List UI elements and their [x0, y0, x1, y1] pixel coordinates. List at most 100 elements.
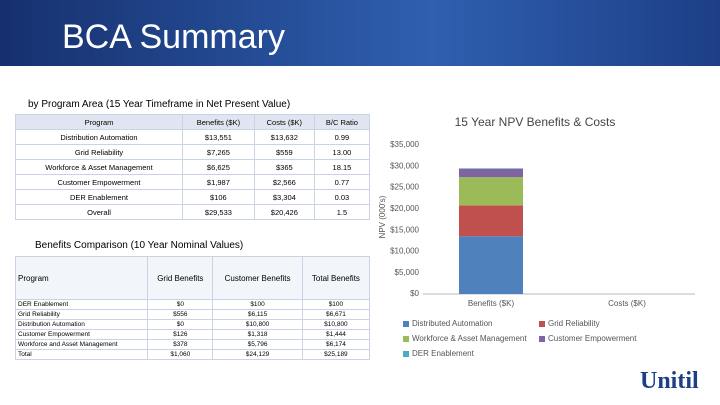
column-header: Total Benefits: [301, 256, 371, 300]
table-cell: $3,304: [253, 189, 315, 205]
legend-swatch: [403, 336, 409, 342]
table-cell: $5,796: [212, 339, 303, 350]
legend-label: Distributed Automation: [412, 319, 493, 328]
legend-swatch: [403, 351, 409, 357]
table-cell: Customer Empowerment: [15, 174, 183, 190]
column-header: Program: [14, 256, 149, 300]
table-cell: DER Enablement: [15, 189, 183, 205]
table-cell: $13,551: [181, 129, 255, 145]
table-cell: $6,174: [301, 339, 371, 350]
column-header: Grid Benefits: [147, 256, 214, 300]
slide-title: BCA Summary: [62, 18, 285, 56]
y-tick-label: $20,000: [390, 204, 419, 213]
table-cell: $100: [212, 299, 303, 310]
table-cell: 18.15: [313, 159, 371, 175]
chart-title: 15 Year NPV Benefits & Costs: [455, 115, 616, 129]
table-cell: $25,189: [301, 349, 371, 360]
nominal-table: Program Grid Benefits Customer Benefits Tot…: [14, 256, 371, 360]
table-row: Grid Reliability $7,265 $559 13.00: [15, 144, 371, 160]
npv-table: Program Benefits ($K) Costs ($K) B/C Ratio D…: [15, 114, 371, 220]
table-cell: $10,800: [301, 319, 371, 330]
y-axis-label: NPV (000's): [378, 195, 387, 238]
table-cell: $0: [147, 319, 214, 330]
header-row: Program Grid Benefits Customer Benefits Tot…: [14, 256, 371, 300]
table-cell: Total: [14, 349, 149, 360]
y-tick-label: $10,000: [390, 247, 419, 256]
table-cell: $13,632: [253, 129, 315, 145]
column-header: Benefits ($K): [181, 114, 255, 130]
table-cell: Customer Empowerment: [14, 329, 149, 340]
table-cell: Distribution Automation: [14, 319, 149, 330]
legend-swatch: [403, 321, 409, 327]
table-row: Workforce and Asset Management $378 $5,796…: [14, 339, 371, 350]
y-tick-label: $30,000: [390, 161, 419, 170]
table-cell: $1,987: [181, 174, 255, 190]
table-cell: Workforce and Asset Management: [14, 339, 149, 350]
y-tick-label: $0: [410, 289, 419, 298]
table-cell: Overall: [15, 204, 183, 220]
table-row: Customer Empowerment $126 $1,318 $1,444: [14, 329, 371, 340]
table-cell: 1.5: [313, 204, 371, 220]
table-row: Workforce & Asset Management $6,625 $365 18…: [15, 159, 371, 175]
column-header: B/C Ratio: [313, 114, 371, 130]
legend-swatch: [539, 321, 545, 327]
table-cell: 0.03: [313, 189, 371, 205]
legend-label: Grid Reliability: [548, 319, 600, 328]
table-cell: 0.99: [313, 129, 371, 145]
y-tick-label: $5,000: [395, 268, 420, 277]
table-cell: $6,625: [181, 159, 255, 175]
bar-segment: [459, 205, 523, 237]
table-row: Distribution Automation $13,551 $13,632 0.9…: [15, 129, 371, 145]
table-cell: $126: [147, 329, 214, 340]
table-cell: $0: [147, 299, 214, 310]
column-header: Program: [15, 114, 183, 130]
table-cell: $6,115: [212, 309, 303, 320]
y-tick-label: $25,000: [390, 183, 419, 192]
table-caption: by Program Area (15 Year Timeframe in Ne…: [28, 99, 291, 110]
table-cell: $7,265: [181, 144, 255, 160]
table-cell: $24,129: [212, 349, 303, 360]
table-cell: $1,318: [212, 329, 303, 340]
legend-swatch: [539, 336, 545, 342]
table-cell: $6,671: [301, 309, 371, 320]
table-caption: Benefits Comparison (10 Year Nominal Val…: [35, 240, 244, 251]
table-cell: Grid Reliability: [15, 144, 183, 160]
table-row: Overall $29,533 $20,426 1.5: [15, 204, 371, 220]
table-row: DER Enablement $106 $3,304 0.03: [15, 189, 371, 205]
table-cell: $29,533: [181, 204, 255, 220]
y-tick-label: $35,000: [390, 140, 419, 149]
table-row: Customer Empowerment $1,987 $2,566 0.77: [15, 174, 371, 190]
table-row: Total $1,060 $24,129 $25,189: [14, 349, 371, 360]
bar-segment: [459, 236, 523, 294]
table-cell: $10,800: [212, 319, 303, 330]
table-cell: $2,566: [253, 174, 315, 190]
y-tick-label: $15,000: [390, 225, 419, 234]
table-cell: $1,444: [301, 329, 371, 340]
chart: 15 Year NPV Benefits & Costs NPV (000's)…: [378, 115, 695, 358]
logo: Unitil: [640, 368, 699, 394]
table-cell: Workforce & Asset Management: [15, 159, 183, 175]
table-cell: 13.00: [313, 144, 371, 160]
table-cell: $556: [147, 309, 214, 320]
table-cell: $365: [253, 159, 315, 175]
column-header: Costs ($K): [253, 114, 315, 130]
table-cell: $559: [253, 144, 315, 160]
table-cell: Grid Reliability: [14, 309, 149, 320]
table-cell: 0.77: [313, 174, 371, 190]
x-tick-label: Benefits ($K): [468, 299, 515, 308]
x-tick-label: Costs ($K): [608, 299, 646, 308]
column-header: Customer Benefits: [212, 256, 303, 300]
bar-segment: [459, 177, 523, 206]
header-row: Program Benefits ($K) Costs ($K) B/C Ratio: [15, 114, 371, 130]
table-cell: $100: [301, 299, 371, 310]
legend-label: DER Enablement: [412, 349, 475, 358]
bar-segment: [459, 168, 523, 178]
legend-label: Customer Empowerment: [548, 334, 637, 343]
table-cell: $378: [147, 339, 214, 350]
table-cell: $106: [181, 189, 255, 205]
table-cell: $20,426: [253, 204, 315, 220]
table-cell: $1,060: [147, 349, 214, 360]
header-band: [0, 0, 720, 66]
table-cell: Distribution Automation: [15, 129, 183, 145]
